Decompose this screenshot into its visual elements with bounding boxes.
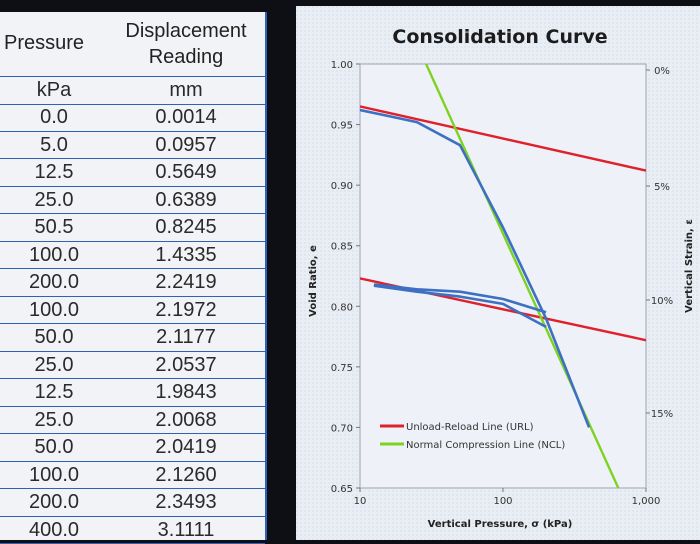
consolidation-chart: 0.65 0.70 0.75 0.80 0.85 0.90 0.95 1.00 10 100 1,0… (296, 6, 700, 540)
y-axis-label: Void Ratio, e (308, 245, 319, 317)
header-pressure: Pressure (4, 32, 104, 55)
y-tick-label: 0.70 (331, 423, 353, 434)
x-tick-label: 1,000 (632, 496, 661, 507)
x-tick-label: 10 (354, 496, 367, 507)
reading-cell: 2.1972 (110, 299, 262, 322)
y2-tick-label: 10% (651, 296, 673, 307)
table-header: Pressure Displacement Reading (0, 12, 265, 77)
x-tick-label: 100 (493, 496, 512, 507)
reading-cell: 2.0537 (110, 354, 262, 377)
pressure-cell: 0.0 (0, 106, 108, 129)
pressure-cell: 25.0 (0, 354, 108, 377)
reading-cell: 0.5649 (110, 161, 262, 184)
legend-label: Unload-Reload Line (URL) (406, 422, 534, 433)
unit-mm: mm (110, 79, 262, 102)
reading-cell: 2.0068 (110, 409, 262, 432)
reading-cell: 0.0014 (110, 106, 262, 129)
y2-tick-label: 15% (651, 409, 673, 420)
units-row: kPa mm (0, 78, 265, 105)
pressure-cell: 25.0 (0, 409, 108, 432)
y-tick-label: 0.90 (331, 181, 353, 192)
y2-tick-label: 5% (654, 182, 670, 193)
reading-cell: 2.2419 (110, 271, 262, 294)
y-tick-label: 0.95 (331, 121, 353, 132)
pressure-cell: 200.0 (0, 491, 108, 514)
reading-cell: 2.0419 (110, 436, 262, 459)
chart-title: Consolidation Curve (392, 26, 607, 48)
y-tick-label: 0.75 (331, 363, 353, 374)
chart-panel: 0.65 0.70 0.75 0.80 0.85 0.90 0.95 1.00 10 100 1,0… (296, 6, 700, 540)
pressure-cell: 100.0 (0, 299, 108, 322)
reading-cell: 3.1111 (110, 519, 262, 542)
y2-tick-label: 0% (654, 66, 670, 77)
reading-cell: 0.0957 (110, 134, 262, 157)
pressure-cell: 5.0 (0, 134, 108, 157)
unit-kpa: kPa (0, 79, 108, 102)
reading-cell: 2.3493 (110, 491, 262, 514)
pressure-cell: 200.0 (0, 271, 108, 294)
pressure-cell: 12.5 (0, 161, 108, 184)
pressure-cell: 50.0 (0, 326, 108, 349)
reading-cell: 0.8245 (110, 216, 262, 239)
x-axis-label: Vertical Pressure, σ (kPa) (428, 519, 573, 530)
pressure-cell: 25.0 (0, 189, 108, 212)
header-displacement-reading: Displacement Reading (110, 18, 262, 70)
y2-axis-label: Vertical Strain, ε (684, 219, 695, 313)
reading-cell: 1.9843 (110, 381, 262, 404)
reading-cell: 2.1177 (110, 326, 262, 349)
pressure-cell: 50.5 (0, 216, 108, 239)
reading-cell: 2.1260 (110, 464, 262, 487)
y-tick-label: 0.85 (331, 242, 353, 253)
header-displacement: Displacement (110, 18, 262, 44)
data-table: Pressure Displacement Reading kPa mm 0.0… (0, 12, 267, 540)
y-tick-label: 0.65 (331, 484, 353, 495)
reading-cell: 1.4335 (110, 244, 262, 267)
y-tick-label: 1.00 (331, 60, 353, 71)
legend-label: Normal Compression Line (NCL) (406, 440, 565, 451)
pressure-cell: 50.0 (0, 436, 108, 459)
header-reading: Reading (110, 44, 262, 70)
pressure-cell: 400.0 (0, 519, 108, 542)
pressure-cell: 12.5 (0, 381, 108, 404)
pressure-cell: 100.0 (0, 464, 108, 487)
y-tick-label: 0.80 (331, 302, 353, 313)
pressure-cell: 100.0 (0, 244, 108, 267)
reading-cell: 0.6389 (110, 189, 262, 212)
